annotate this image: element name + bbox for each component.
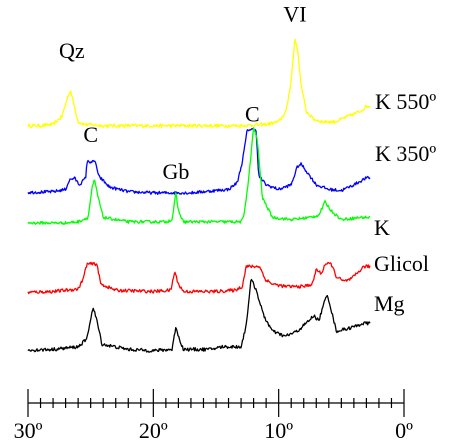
traces-group xyxy=(27,38,371,353)
x-tick-label: 10º xyxy=(264,418,293,443)
series-label: Glicol xyxy=(374,251,429,276)
trace-k xyxy=(27,127,371,225)
x-tick-label: 0º xyxy=(395,418,413,443)
x-tick-label: 30º xyxy=(14,418,43,443)
peak-label: Gb xyxy=(162,159,189,184)
peak-label: Qz xyxy=(59,38,85,63)
peak-label: VI xyxy=(283,2,306,27)
trace-mg xyxy=(27,278,371,353)
trace-k-350 xyxy=(27,128,371,195)
series-label: K 550º xyxy=(375,89,436,114)
series-label: K xyxy=(374,215,390,240)
labels-group: K 550º K 350º K Glicol Mg Qz VI C C Gb xyxy=(59,2,436,316)
trace-k-550 xyxy=(27,38,371,129)
x-tick-label: 20º xyxy=(139,418,168,443)
peak-label: C xyxy=(83,122,98,147)
peak-label: C xyxy=(245,102,260,127)
series-label: K 350º xyxy=(375,141,436,166)
x-axis: 30º 20º 10º 0º xyxy=(14,389,413,443)
trace-glicol xyxy=(27,261,371,295)
series-label: Mg xyxy=(374,291,405,316)
